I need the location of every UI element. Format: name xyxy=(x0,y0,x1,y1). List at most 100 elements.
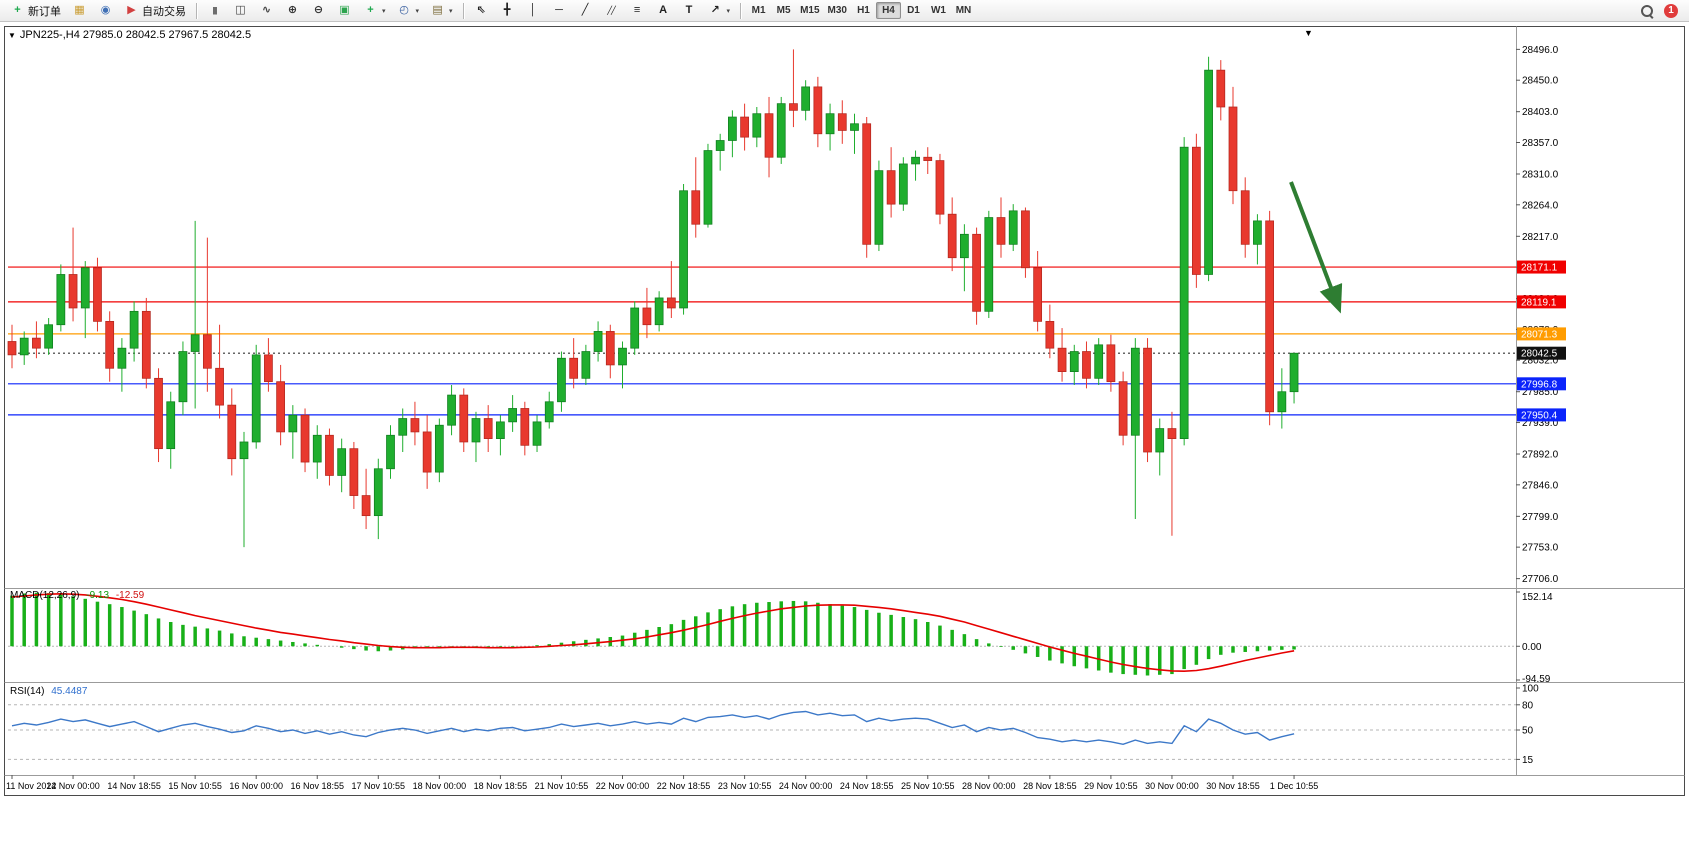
svg-text:15 Nov 10:55: 15 Nov 10:55 xyxy=(168,781,222,791)
autotrading-button-label: 自动交易 xyxy=(142,5,186,18)
svg-text:27939.0: 27939.0 xyxy=(1522,418,1559,429)
templates-button[interactable]: ▤ ▾ xyxy=(425,1,458,21)
candle xyxy=(813,76,823,148)
candle xyxy=(386,425,395,479)
indicators-button-caret-icon[interactable]: ▾ xyxy=(382,7,386,15)
svg-text:23 Nov 10:55: 23 Nov 10:55 xyxy=(718,781,772,791)
timeframe-button-m1[interactable]: M1 xyxy=(751,5,766,16)
candle xyxy=(1033,251,1043,332)
cursor-icon: ⇖ xyxy=(476,4,486,16)
arrows-tool-button[interactable]: ↗ ▾ xyxy=(703,1,736,21)
svg-text:16 Nov 18:55: 16 Nov 18:55 xyxy=(290,781,344,791)
candle xyxy=(227,388,237,476)
crosshair-tool-button[interactable]: ╋ xyxy=(495,1,520,21)
notification-badge[interactable]: 1 xyxy=(1664,3,1678,18)
channel-tool-button[interactable]: ╱╱ xyxy=(599,1,624,21)
candle xyxy=(752,106,762,148)
candle xyxy=(825,103,835,151)
candlestick-chart-button[interactable]: ◫ xyxy=(228,1,253,21)
timeframe-button-h4[interactable]: H4 xyxy=(875,2,901,19)
svg-text:24 Nov 00:00: 24 Nov 00:00 xyxy=(779,781,833,791)
candle xyxy=(1094,338,1104,386)
svg-text:28310.0: 28310.0 xyxy=(1522,169,1559,180)
arrows-tool-button-caret-icon[interactable]: ▾ xyxy=(726,7,731,15)
timeframe-button-m5[interactable]: M5 xyxy=(776,5,791,16)
candle xyxy=(642,287,652,339)
symbol-ohlc-text: JPN225-,H4 27985.0 28042.5 27967.5 28042… xyxy=(19,29,252,41)
chart-shift-marker-icon[interactable]: ▼ xyxy=(1304,28,1313,38)
candle xyxy=(105,311,115,382)
candle xyxy=(361,468,371,530)
timeframe-button-mn[interactable]: MN xyxy=(955,5,972,16)
templates-button-caret-icon[interactable]: ▾ xyxy=(449,7,453,15)
candle xyxy=(789,49,798,128)
candle xyxy=(373,458,383,540)
macd-name: MACD(12,26,9) xyxy=(10,590,80,601)
zoom-out-button[interactable]: ⊖ xyxy=(306,1,331,21)
vertical-line-tool-button[interactable]: │ xyxy=(521,1,546,21)
indicators-button[interactable]: + ▾ xyxy=(358,1,391,21)
candle xyxy=(68,227,78,322)
candle xyxy=(837,100,847,144)
rsi-name: RSI(14) xyxy=(10,686,45,697)
candle xyxy=(496,415,505,456)
timeframe-button-h1[interactable]: H1 xyxy=(857,5,870,16)
fibonacci-tool-button[interactable]: ≡ xyxy=(625,1,650,21)
svg-text:28119.1: 28119.1 xyxy=(1521,297,1557,308)
svg-text:27846.0: 27846.0 xyxy=(1522,480,1559,491)
candle xyxy=(569,338,579,389)
candle xyxy=(398,408,408,453)
tile-windows-button[interactable]: ▣ xyxy=(332,1,357,21)
label-tool-button[interactable]: T xyxy=(677,1,702,21)
timeframe-button-d1[interactable]: D1 xyxy=(907,5,920,16)
candle xyxy=(1008,204,1018,252)
profiles-button[interactable]: ◉ xyxy=(93,1,118,21)
svg-text:27996.8: 27996.8 xyxy=(1521,379,1558,390)
periods-button[interactable]: ◴ ▾ xyxy=(392,1,425,21)
candle xyxy=(1045,304,1055,359)
zoom-out-icon: ⊖ xyxy=(313,4,324,16)
new-chart-button[interactable]: ▦ xyxy=(67,1,92,21)
search-button[interactable] xyxy=(1635,1,1659,21)
chart-expand-icon[interactable]: ▼ xyxy=(8,30,16,40)
candle xyxy=(703,143,713,228)
candle xyxy=(154,368,163,463)
candle xyxy=(666,261,676,319)
cursor-tool-button[interactable]: ⇖ xyxy=(469,1,494,21)
horizontal-line-tool-button[interactable]: ─ xyxy=(547,1,572,21)
timeframe-button-m15[interactable]: M15 xyxy=(800,5,820,16)
candle xyxy=(1167,411,1177,536)
trend-arrow-annotation[interactable] xyxy=(1289,181,1343,314)
autotrading-icon: ▶ xyxy=(127,4,136,16)
bar-chart-button[interactable]: ||| xyxy=(202,1,227,21)
svg-text:28217.0: 28217.0 xyxy=(1522,232,1559,243)
candle xyxy=(923,147,933,174)
autotrading-button[interactable]: ▶ 自动交易 xyxy=(119,1,191,21)
candle xyxy=(56,264,66,332)
svg-text:0.00: 0.00 xyxy=(1522,642,1542,653)
candle xyxy=(1240,177,1250,258)
new-order-button[interactable]: + 新订单 xyxy=(5,1,66,21)
text-tool-button[interactable]: A xyxy=(651,1,676,21)
candle xyxy=(1021,207,1030,278)
candle xyxy=(740,103,749,151)
candle xyxy=(935,153,945,225)
svg-text:152.14: 152.14 xyxy=(1522,592,1553,603)
trendline-tool-button[interactable]: ╱ xyxy=(573,1,598,21)
line-chart-button[interactable]: ∿ xyxy=(254,1,279,21)
price-badge-28071.3: 28071.3 xyxy=(1517,327,1566,341)
svg-text:28496.0: 28496.0 xyxy=(1522,45,1559,56)
timeframe-button-m30[interactable]: M30 xyxy=(827,5,847,16)
periods-button-caret-icon[interactable]: ▾ xyxy=(415,7,420,15)
fibonacci-icon: ≡ xyxy=(633,4,641,16)
candle xyxy=(1106,334,1116,392)
zoom-in-button[interactable]: ⊕ xyxy=(280,1,305,21)
candle xyxy=(190,220,200,409)
channel-icon: ╱╱ xyxy=(607,5,616,15)
candle xyxy=(178,341,188,416)
candle xyxy=(1265,210,1275,426)
candle xyxy=(532,415,542,453)
candle xyxy=(1253,214,1262,265)
timeframe-button-w1[interactable]: W1 xyxy=(930,5,946,16)
